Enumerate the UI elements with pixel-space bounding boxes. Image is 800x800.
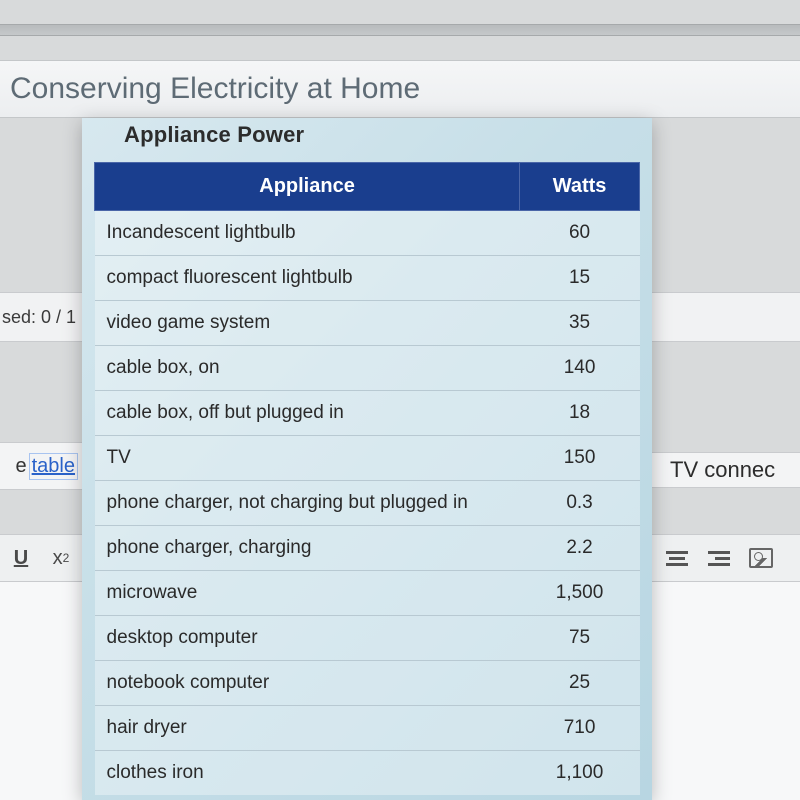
table-row: desktop computer75 [95,616,640,661]
table-row: Incandescent lightbulb60 [95,211,640,256]
table-row: phone charger, not charging but plugged … [95,481,640,526]
status-count: sed: 0 / 1 [0,292,82,342]
table-row: cable box, off but plugged in18 [95,391,640,436]
table-row: compact fluorescent lightbulb15 [95,256,640,301]
cell-appliance: clothes iron [95,751,520,796]
image-icon [749,548,773,568]
cell-watts: 1,500 [520,571,640,616]
cell-watts: 35 [520,301,640,346]
cell-appliance: hair dryer [95,706,520,751]
reference-cell: e table [0,442,82,490]
table-row: microwave1,500 [95,571,640,616]
table-row: phone charger, charging2.2 [95,526,640,571]
cell-appliance: video game system [95,301,520,346]
insert-image-button[interactable] [748,544,774,572]
underline-button[interactable]: U [8,544,34,572]
format-toolbar-right [652,534,800,582]
cell-appliance: TV [95,436,520,481]
cell-appliance: compact fluorescent lightbulb [95,256,520,301]
cell-watts: 18 [520,391,640,436]
window-chrome-strip [0,24,800,36]
status-row-right [652,292,800,342]
cell-watts: 0.3 [520,481,640,526]
cell-watts: 2.2 [520,526,640,571]
cell-appliance: cable box, on [95,346,520,391]
cell-watts: 710 [520,706,640,751]
cell-watts: 75 [520,616,640,661]
page-title: Conserving Electricity at Home [10,72,420,106]
table-link[interactable]: table [29,453,78,480]
align-right-button[interactable] [706,544,732,572]
align-center-button[interactable] [664,544,690,572]
col-watts: Watts [520,163,640,211]
format-toolbar-left: U x2 [0,534,82,582]
page-header: Conserving Electricity at Home [0,60,800,118]
table-row: cable box, on140 [95,346,640,391]
table-row: video game system35 [95,301,640,346]
cell-watts: 25 [520,661,640,706]
link-prefix: e [16,455,27,478]
table-row: hair dryer710 [95,706,640,751]
cell-appliance: phone charger, charging [95,526,520,571]
body-text-right: TV connec [652,452,800,488]
table-row: TV150 [95,436,640,481]
table-header-row: Appliance Watts [95,163,640,211]
table-row: notebook computer25 [95,661,640,706]
cell-watts: 60 [520,211,640,256]
cell-appliance: notebook computer [95,661,520,706]
cell-watts: 15 [520,256,640,301]
cell-watts: 150 [520,436,640,481]
cell-watts: 1,100 [520,751,640,796]
cell-appliance: microwave [95,571,520,616]
appliance-table-wrap: Appliance Watts Incandescent lightbulb60… [94,162,640,795]
col-appliance: Appliance [95,163,520,211]
superscript-button[interactable]: x2 [48,544,74,572]
cell-appliance: desktop computer [95,616,520,661]
cell-appliance: Incandescent lightbulb [95,211,520,256]
table-row: clothes iron1,100 [95,751,640,796]
cell-appliance: cable box, off but plugged in [95,391,520,436]
appliance-power-panel: Appliance Power Appliance Watts Incandes… [82,118,652,800]
appliance-table: Appliance Watts Incandescent lightbulb60… [94,162,640,795]
panel-title: Appliance Power [94,118,640,162]
cell-watts: 140 [520,346,640,391]
cell-appliance: phone charger, not charging but plugged … [95,481,520,526]
